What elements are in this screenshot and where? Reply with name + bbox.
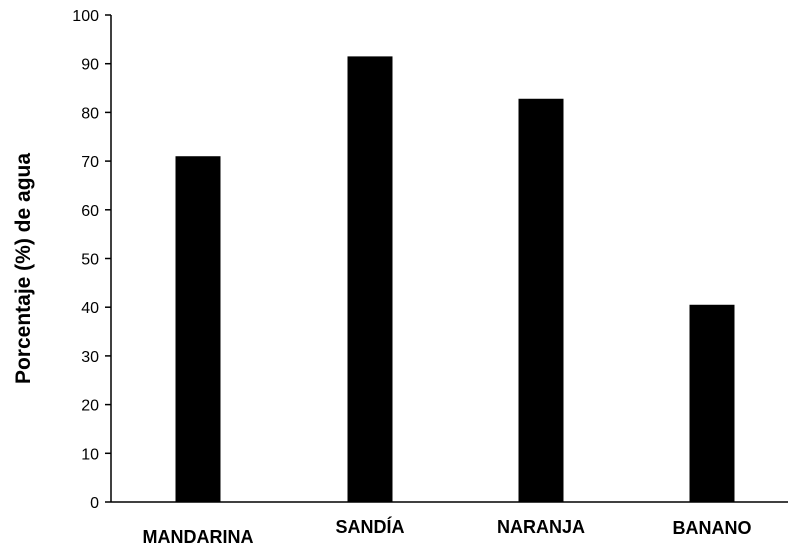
y-tick-label: 20 xyxy=(81,398,99,415)
y-tick-label: 80 xyxy=(81,105,99,122)
bar-banano xyxy=(689,304,735,502)
y-tick-label: 40 xyxy=(81,300,99,317)
x-axis-labels: MANDARINA SANDÍA NARANJA BANANO xyxy=(143,516,752,547)
y-tick-label: 30 xyxy=(81,349,99,366)
y-tick-label: 100 xyxy=(72,8,99,25)
x-category-label: NARANJA xyxy=(497,517,585,537)
x-category-label: MANDARINA xyxy=(143,527,254,547)
y-tick-label: 90 xyxy=(81,57,99,74)
bar-sandía xyxy=(347,56,393,503)
bar-mandarina xyxy=(175,156,221,503)
y-tick-label: 10 xyxy=(81,446,99,463)
bars-group xyxy=(175,56,735,503)
y-tick-label: 50 xyxy=(81,252,99,269)
y-axis-ticks: 0 10 20 30 40 50 60 70 80 90 100 xyxy=(72,8,111,512)
x-category-label: SANDÍA xyxy=(335,516,404,537)
y-tick-label: 60 xyxy=(81,203,99,220)
x-category-label: BANANO xyxy=(673,518,752,538)
y-axis-title: Porcentaje (%) de agua xyxy=(12,153,35,384)
y-tick-label: 0 xyxy=(90,495,99,512)
bar-naranja xyxy=(518,98,564,502)
y-tick-label: 70 xyxy=(81,154,99,171)
